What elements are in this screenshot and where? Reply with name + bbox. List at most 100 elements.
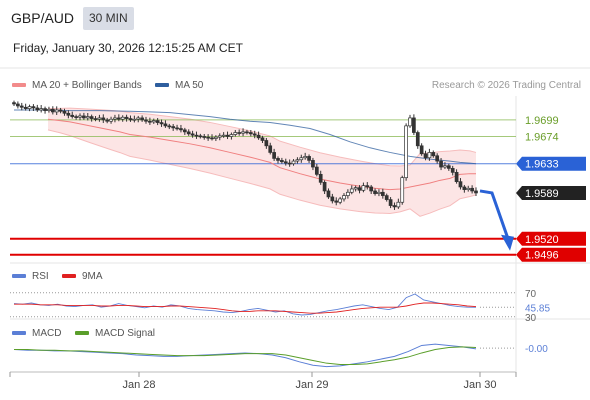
candle-body [400, 177, 405, 203]
candle-body [435, 155, 440, 162]
candle-body [322, 181, 327, 192]
candle-body [373, 190, 377, 194]
candle-body [155, 120, 160, 123]
candle-body [353, 187, 358, 190]
legend-macd-signal-label: MACD Signal [95, 328, 156, 339]
candle-body [303, 156, 308, 159]
candle-body [50, 108, 55, 113]
candle-body [171, 126, 176, 129]
candle-body [268, 145, 273, 153]
legend-ma50-label: MA 50 [175, 80, 204, 91]
candle-body [252, 133, 257, 136]
candle-body [16, 103, 20, 107]
candle-body [148, 120, 152, 123]
rsi-current-value: 45.85 [525, 303, 550, 314]
level-label-1.9589: 1.9589 [525, 188, 559, 200]
ma50-swatch [155, 83, 169, 88]
rsi-tick-70: 70 [525, 289, 537, 300]
candle-body [163, 123, 168, 127]
candle-body [330, 196, 335, 202]
candle-body [93, 118, 98, 120]
candle-body [334, 200, 339, 203]
candle-body [365, 185, 370, 188]
macd-swatch [12, 331, 26, 336]
candle-body [194, 134, 199, 137]
candle-body [233, 132, 238, 135]
candle-body [101, 117, 106, 121]
timeframe-button[interactable]: 30 MIN [83, 7, 134, 30]
candle-body [144, 119, 148, 122]
candle-body [462, 186, 467, 190]
legend-rsi-label: RSI [32, 271, 49, 282]
level-label-1.9633: 1.9633 [525, 159, 559, 171]
candle-body [62, 110, 67, 114]
candle-body [54, 109, 59, 113]
candle-body [342, 195, 346, 200]
rsi-swatch [12, 274, 26, 279]
legend-rsi: RSI [12, 271, 49, 282]
candle-body [260, 137, 265, 141]
candle-body [287, 162, 292, 165]
candle-body [415, 132, 420, 147]
macd-series-signal [14, 346, 477, 366]
candle-body [167, 125, 172, 128]
candle-body [225, 134, 230, 137]
rsi-series-rsi [13, 293, 477, 316]
candle-body [450, 168, 455, 173]
candle-body [307, 156, 311, 161]
level-label-1.9699: 1.9699 [525, 115, 559, 127]
candle-body [248, 132, 253, 135]
bollinger-lower-line [47, 129, 477, 217]
candle-body [39, 108, 44, 111]
candle-body [221, 134, 226, 137]
candle-body [198, 135, 203, 138]
candle-body [78, 115, 82, 118]
legend-ma50: MA 50 [155, 80, 203, 91]
x-tick-label-Jan-30: Jan 30 [463, 379, 496, 391]
legend-macd-signal: MACD Signal [75, 328, 155, 339]
candle-body [412, 117, 416, 133]
chart-header: GBP/AUD 30 MIN [0, 0, 590, 38]
candle-body [272, 152, 276, 159]
candle-body [241, 131, 245, 134]
candle-body [19, 105, 24, 108]
candle-body [70, 114, 75, 117]
ma20-swatch [12, 83, 26, 88]
candle-body [31, 106, 36, 109]
candle-body [136, 117, 141, 120]
candle-body [427, 152, 432, 159]
candle-body [214, 136, 218, 139]
candle-body [311, 160, 315, 168]
candle-body [124, 116, 129, 119]
candle-body [151, 120, 156, 123]
candle-body [256, 134, 261, 139]
candle-body [392, 205, 397, 208]
candle-body [23, 106, 28, 109]
candle-body [380, 191, 385, 196]
candle-body [159, 122, 164, 125]
candle-body [105, 119, 110, 122]
candle-body [466, 187, 471, 190]
candle-body [396, 201, 401, 208]
candle-body [35, 107, 40, 111]
candle-body [74, 116, 78, 118]
legend-9ma: 9MA [62, 271, 103, 282]
bollinger-upper-line [47, 107, 477, 167]
legend-ma20-label: MA 20 + Bollinger Bands [32, 80, 142, 91]
candle-body [210, 137, 214, 140]
ma20-line [47, 118, 476, 191]
candle-body [245, 131, 249, 134]
candle-body [85, 116, 90, 119]
candle-body [276, 158, 280, 161]
candle-body [346, 191, 350, 196]
candle-body [404, 125, 408, 179]
candle-body [128, 118, 133, 121]
candle-body [470, 187, 474, 192]
candle-body [190, 133, 195, 136]
level-label-1.9674: 1.9674 [525, 132, 559, 144]
candle-body [120, 116, 125, 120]
candle-body [179, 128, 183, 131]
candle-body [237, 132, 242, 134]
candle-body [431, 152, 436, 157]
